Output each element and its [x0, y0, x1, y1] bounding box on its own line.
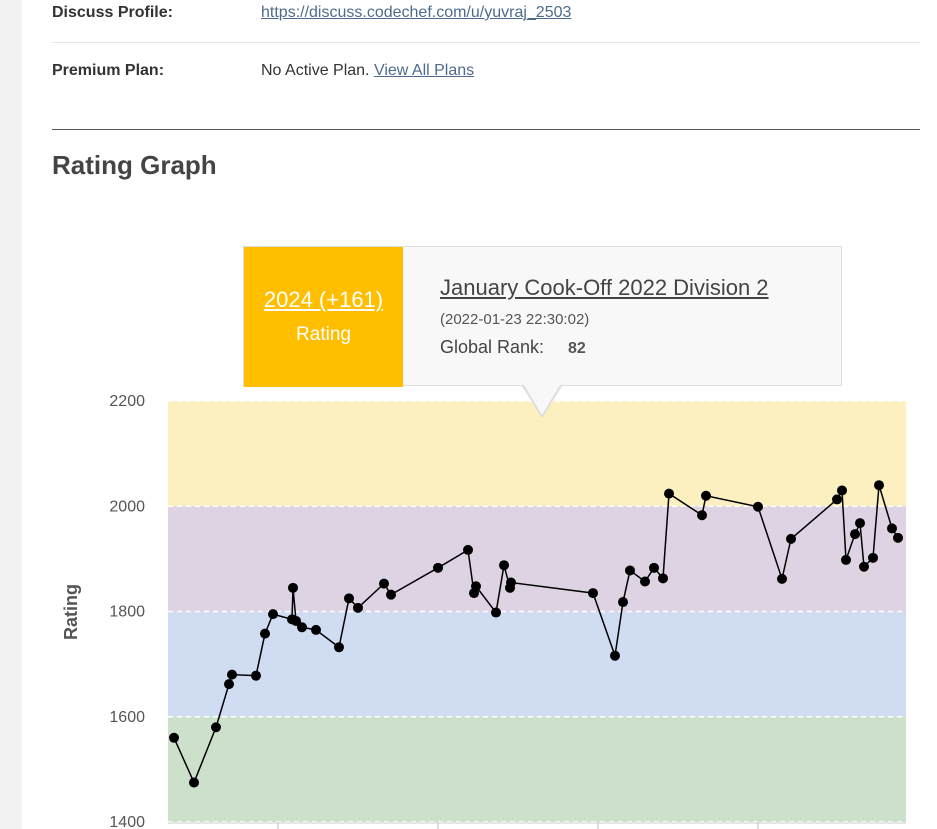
rating-point	[260, 628, 270, 639]
y-tick-label: 1600	[109, 709, 145, 726]
rating-point	[433, 562, 443, 573]
premium-plan-status: No Active Plan.	[261, 62, 370, 79]
rating-point	[227, 669, 237, 680]
tooltip-rating-panel: 2024 (+161) Rating	[244, 247, 403, 387]
rating-point	[859, 561, 869, 572]
rating-point	[887, 523, 897, 534]
discuss-profile-link[interactable]: https://discuss.codechef.com/u/yuvraj_25…	[261, 4, 572, 21]
rating-point	[211, 722, 221, 733]
premium-plan-row: Premium Plan: No Active Plan. View All P…	[52, 58, 920, 100]
view-all-plans-link[interactable]: View All Plans	[373, 62, 475, 79]
premium-plan-value: No Active Plan. View All Plans	[261, 62, 474, 80]
tooltip-rank-label: Global Rank:	[440, 337, 545, 357]
tooltip-contest-link[interactable]: January Cook-Off 2022 Division 2	[440, 275, 769, 300]
rating-point	[855, 518, 865, 529]
rating-point	[499, 560, 509, 571]
rating-point	[850, 529, 860, 540]
tooltip-rating-score[interactable]: 2024 (+161)	[263, 287, 384, 312]
premium-plan-label: Premium Plan:	[52, 62, 165, 79]
section-divider	[52, 129, 920, 130]
rating-point	[224, 679, 234, 690]
rating-point	[753, 501, 763, 512]
rating-point	[837, 485, 847, 496]
y-axis-label: Rating	[61, 584, 81, 640]
rating-point	[291, 615, 301, 626]
rating-point	[697, 510, 707, 521]
contest-tooltip: 2024 (+161) Rating January Cook-Off 2022…	[243, 246, 842, 387]
rating-point	[625, 565, 635, 576]
discuss-profile-label: Discuss Profile:	[52, 4, 173, 21]
tooltip-arrow	[524, 385, 560, 415]
rating-point	[334, 642, 344, 653]
rating-point	[874, 480, 884, 491]
rating-band-2000	[168, 401, 906, 507]
discuss-profile-row: Discuss Profile: https://discuss.codeche…	[52, 0, 920, 42]
rating-point	[386, 589, 396, 600]
rating-point	[664, 488, 674, 499]
rating-point	[649, 562, 659, 573]
rating-point	[618, 597, 628, 608]
rating-point	[311, 624, 321, 635]
rating-point	[297, 622, 307, 633]
rating-point	[463, 544, 473, 555]
rating-point	[506, 577, 516, 588]
rating-band-1600	[168, 611, 906, 717]
tooltip-rank-value: 82	[568, 340, 586, 357]
rating-point	[288, 582, 298, 593]
rating-point	[169, 732, 179, 743]
rating-point	[471, 581, 481, 592]
row-divider	[52, 42, 920, 43]
tooltip-rating-label: Rating	[296, 324, 351, 345]
rating-point	[841, 554, 851, 565]
rating-point	[491, 607, 501, 618]
y-tick-label: 1400	[109, 814, 145, 829]
rating-point	[832, 494, 842, 505]
rating-point	[777, 573, 787, 584]
rating-point	[658, 573, 668, 584]
rating-point	[268, 609, 278, 620]
section-title: Rating Graph	[52, 150, 217, 180]
rating-point	[640, 576, 650, 587]
y-tick-label: 1800	[109, 604, 145, 621]
rating-point	[893, 532, 903, 543]
rating-point	[379, 578, 389, 589]
rating-point	[868, 552, 878, 563]
rating-point	[701, 490, 711, 501]
tooltip-contest-date: (2022-01-23 22:30:02)	[440, 311, 590, 328]
y-tick-label: 2000	[109, 498, 145, 515]
rating-band-1400	[168, 716, 906, 822]
rating-point	[588, 588, 598, 599]
rating-point	[344, 593, 354, 604]
rating-point	[786, 533, 796, 544]
rating-point	[353, 602, 363, 613]
rating-band-1800	[168, 506, 906, 612]
rating-point	[251, 670, 261, 681]
rating-point	[610, 650, 620, 661]
y-tick-label: 2200	[109, 393, 145, 410]
rating-point	[189, 777, 199, 788]
